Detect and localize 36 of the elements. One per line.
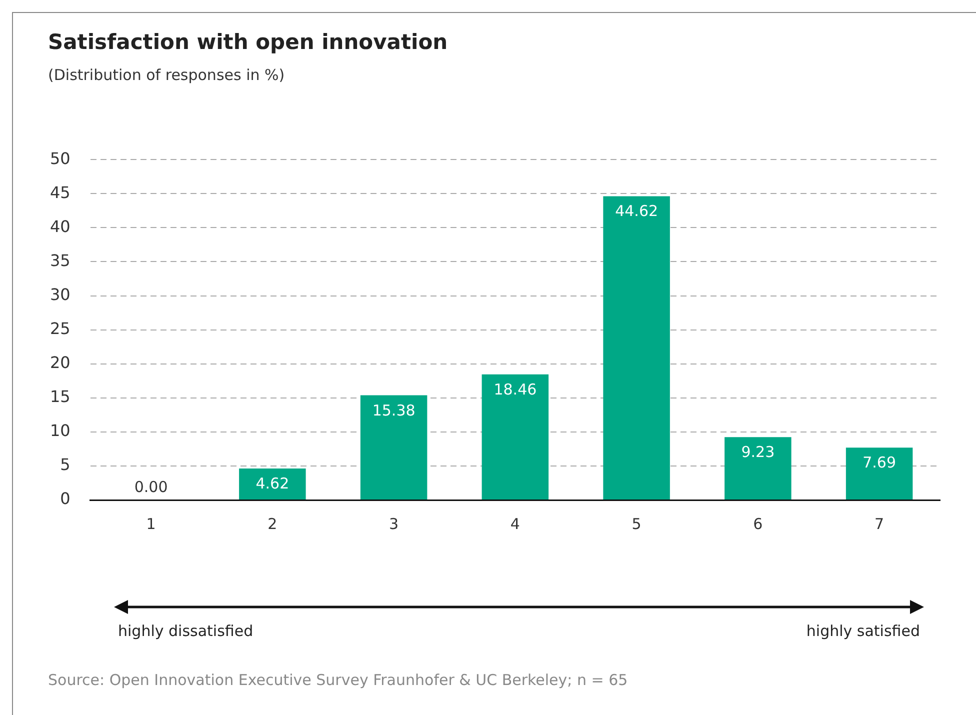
y-tick-label: 20 xyxy=(50,352,70,372)
x-tick-label: 6 xyxy=(753,514,763,533)
bar xyxy=(846,448,913,500)
x-tick-label: 1 xyxy=(146,514,156,533)
bar xyxy=(603,196,670,500)
y-tick-label: 40 xyxy=(50,216,70,236)
x-tick-label: 4 xyxy=(510,514,520,533)
data-label: 44.62 xyxy=(615,202,658,220)
chart-subtitle: (Distribution of responses in %) xyxy=(48,66,285,84)
y-tick-label: 30 xyxy=(50,284,70,304)
bar xyxy=(239,468,306,500)
data-label: 7.69 xyxy=(862,454,896,472)
data-label: 9.23 xyxy=(741,443,775,462)
y-tick-label: 15 xyxy=(50,387,70,406)
y-tick-label: 45 xyxy=(50,182,70,202)
y-tick-label: 25 xyxy=(50,318,70,338)
text: highly satisfied xyxy=(806,622,920,640)
source-note: Source: Open Innovation Executive Survey Fraunhofer & UC Berkeley; n = 65 xyxy=(48,671,628,689)
chart-title: Satisfaction with open innovation xyxy=(48,30,448,54)
data-label: 0.00 xyxy=(134,478,168,496)
data-label: 15.38 xyxy=(372,401,416,420)
y-tick-label: 5 xyxy=(60,455,70,474)
text: highly dissatisfied xyxy=(118,622,254,640)
bar xyxy=(724,437,792,500)
bar xyxy=(482,374,549,500)
data-label: 18.46 xyxy=(494,380,537,398)
data-label: 4.62 xyxy=(256,474,290,493)
bar xyxy=(360,395,428,500)
y-tick-label: 0 xyxy=(60,489,70,508)
y-tick-label: 10 xyxy=(50,421,70,440)
y-tick-label: 50 xyxy=(50,148,70,168)
x-tick-label: 7 xyxy=(874,514,884,533)
x-tick-label: 3 xyxy=(389,514,399,533)
y-tick-label: 35 xyxy=(50,250,70,270)
x-tick-label: 5 xyxy=(632,514,642,533)
x-tick-label: 2 xyxy=(268,514,278,533)
